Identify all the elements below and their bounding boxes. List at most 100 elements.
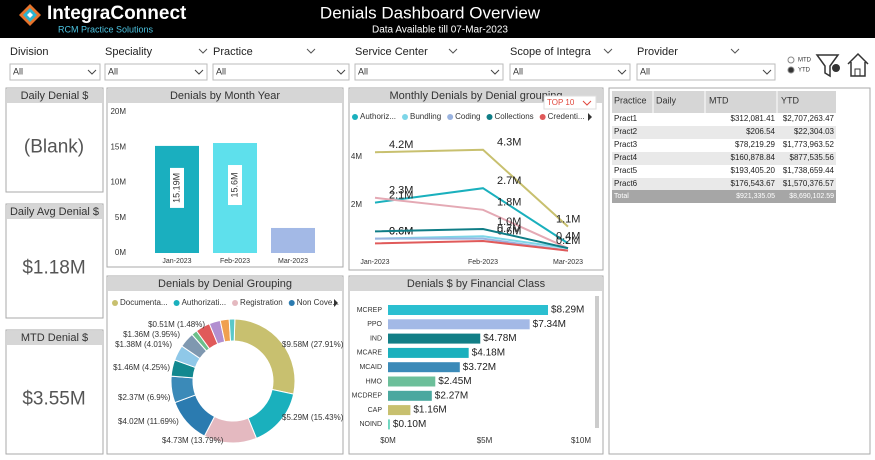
- x-tick-label: Jan-2023: [162, 258, 191, 265]
- legend-more[interactable]: [334, 299, 338, 307]
- data-label: $9.58M (27.91%): [282, 340, 344, 349]
- dropdown-chevron: [336, 69, 346, 75]
- legend-label: Authorizati...: [182, 298, 226, 307]
- radio-label: MTD: [798, 58, 812, 64]
- cell: $1,738,659.44: [783, 166, 835, 175]
- filter-chevron: [306, 48, 316, 54]
- data-label: 4.3M: [497, 137, 521, 149]
- data-label: $2.27M: [435, 390, 468, 401]
- filter-chevron: [603, 48, 613, 54]
- legend-label: Registration: [240, 298, 283, 307]
- home-icon[interactable]: [847, 52, 869, 77]
- bar: [388, 333, 481, 344]
- bar: [388, 419, 390, 430]
- legend-dot: [402, 114, 409, 120]
- legend-label: Authoriz...: [360, 112, 396, 121]
- column-header: Daily: [656, 95, 677, 105]
- filter-label: Provider: [637, 46, 678, 58]
- filter-label: Service Center: [355, 46, 428, 58]
- data-label: 2.1M: [389, 190, 413, 202]
- line: [374, 148, 569, 228]
- cell: Pract2: [614, 127, 638, 136]
- y-tick-label: 15M: [110, 142, 126, 151]
- legend-label: Coding: [455, 112, 480, 121]
- x-tick-label: $5M: [477, 436, 493, 445]
- table-header: [612, 91, 836, 113]
- filter-dropdown[interactable]: [212, 63, 350, 81]
- y-tick-label: CAP: [368, 407, 383, 414]
- data-label: 15.6M: [229, 173, 239, 198]
- table-row-bg: [612, 126, 836, 139]
- top-button[interactable]: [543, 95, 597, 110]
- cell: Total: [614, 193, 629, 200]
- bar-chart-header: [108, 89, 342, 103]
- filter-dropdown[interactable]: [104, 63, 208, 81]
- filter-dropdown[interactable]: [354, 63, 504, 81]
- legend-dot: [232, 300, 239, 306]
- card-value: $1.18M: [22, 258, 85, 279]
- filter-icon[interactable]: [815, 54, 840, 78]
- data-label: 0.4M: [556, 230, 580, 242]
- filter-dropdown[interactable]: [509, 63, 631, 81]
- data-label: $1.46M (4.25%): [113, 363, 170, 372]
- radio-label: YTD: [798, 68, 811, 74]
- logo-icon: [19, 4, 41, 26]
- cell: $8,690,102.59: [789, 193, 834, 200]
- card-value: $3.55M: [22, 389, 85, 410]
- card-panel: [5, 87, 104, 193]
- top-button-label: TOP 10: [547, 98, 575, 107]
- column-header: MTD: [709, 95, 729, 105]
- top-chevron: [582, 100, 592, 106]
- card-header: [7, 205, 102, 219]
- y-tick-label: 4M: [351, 152, 362, 161]
- hbar-chart-title: Denials $ by Financial Class: [407, 278, 546, 290]
- data-label: 15.19M: [171, 173, 181, 203]
- data-label: $1.16M: [413, 405, 446, 416]
- donut-chart-title: Denials by Denial Grouping: [158, 278, 292, 290]
- filter-value: All: [640, 66, 650, 76]
- cell: $176,543.67: [731, 179, 776, 188]
- y-tick-label: IND: [370, 335, 382, 342]
- y-tick-label: 10M: [110, 178, 126, 187]
- x-tick-label: Mar-2023: [278, 258, 308, 265]
- cell: $2,707,263.47: [783, 114, 835, 123]
- x-tick-label: $10M: [571, 436, 591, 445]
- cell: $206.54: [746, 127, 775, 136]
- x-tick-label: Feb-2023: [468, 259, 498, 266]
- data-label: $3.72M: [463, 362, 496, 373]
- data-label: $7.34M: [533, 319, 566, 330]
- card-title: Daily Avg Denial $: [10, 206, 99, 218]
- card-header: [7, 331, 102, 345]
- table-row-bg: [612, 139, 836, 152]
- y-tick-label: PPO: [367, 321, 382, 328]
- y-tick-label: 0M: [115, 248, 126, 257]
- page-subtitle: Data Available till 07-Mar-2023: [372, 25, 508, 36]
- hbar-chart-header: [350, 277, 602, 291]
- data-label: $1.36M (3.95%): [123, 330, 180, 339]
- legend-dot: [352, 114, 358, 120]
- table-row-bg: [612, 178, 836, 191]
- tagline: RCM Practice Solutions: [58, 24, 154, 34]
- radio[interactable]: [787, 56, 795, 64]
- legend-dot: [447, 114, 454, 120]
- card-panel: [5, 203, 104, 319]
- scrollbar[interactable]: [595, 296, 599, 428]
- data-label: $1.38M (4.01%): [115, 340, 172, 349]
- data-label: 0.7M: [497, 223, 521, 235]
- x-tick-label: Mar-2023: [553, 259, 583, 266]
- radio[interactable]: [787, 66, 795, 74]
- card-title: MTD Denial $: [21, 332, 88, 344]
- filter-dropdown[interactable]: [636, 63, 776, 81]
- donut-chart-header: [108, 277, 342, 291]
- data-label: $0.10M: [393, 419, 426, 430]
- filter-dropdown[interactable]: [9, 63, 101, 81]
- data-label: $4.78M: [483, 333, 516, 344]
- legend-more[interactable]: [588, 113, 592, 121]
- header-bar: [0, 0, 875, 38]
- filter-value: All: [108, 66, 118, 76]
- y-tick-label: NOIND: [359, 421, 382, 428]
- cell: Pract3: [614, 140, 638, 149]
- filter-chevron: [198, 48, 208, 54]
- y-tick-label: HMO: [366, 378, 383, 385]
